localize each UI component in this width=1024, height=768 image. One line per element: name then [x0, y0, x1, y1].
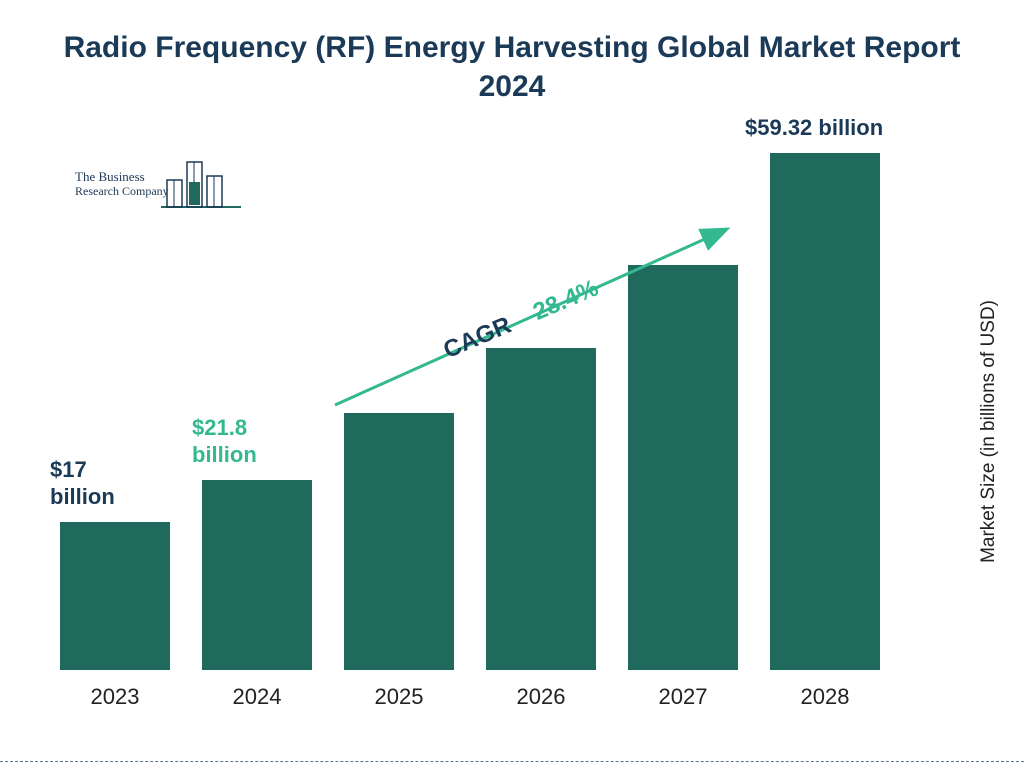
- x-axis-label: 2025: [339, 684, 459, 710]
- value-label: $59.32 billion: [745, 115, 925, 141]
- bar: [202, 480, 312, 670]
- bottom-divider: [0, 761, 1024, 762]
- chart-title: Radio Frequency (RF) Energy Harvesting G…: [0, 0, 1024, 116]
- bar: [486, 348, 596, 670]
- bar: [344, 413, 454, 670]
- bar: [770, 153, 880, 670]
- x-axis-label: 2024: [197, 684, 317, 710]
- x-axis-label: 2023: [55, 684, 175, 710]
- chart-area: 2023$17billion2024$21.8billion2025202620…: [60, 130, 940, 710]
- y-axis-label: Market Size (in billions of USD): [978, 300, 1000, 563]
- plot-area: 2023$17billion2024$21.8billion2025202620…: [60, 130, 920, 670]
- value-label: $21.8billion: [192, 415, 332, 468]
- value-label: $17billion: [50, 457, 190, 510]
- x-axis-label: 2028: [765, 684, 885, 710]
- x-axis-label: 2026: [481, 684, 601, 710]
- bar: [628, 265, 738, 670]
- bar: [60, 522, 170, 670]
- x-axis-label: 2027: [623, 684, 743, 710]
